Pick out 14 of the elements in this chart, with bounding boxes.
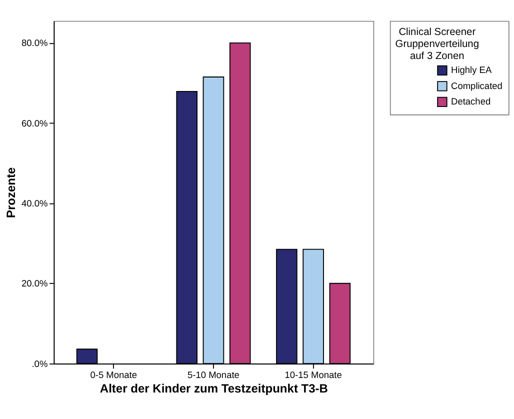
x-tick-label: 10-15 Monate <box>284 370 342 380</box>
legend-title: Clinical Screener Gruppenverteilung auf 3 Zonen <box>395 26 479 62</box>
y-axis-title: Prozente <box>4 166 18 218</box>
legend-label: Detached <box>451 96 491 107</box>
x-tick-label: 5-10 Monate <box>188 370 240 380</box>
x-tick-label: 0-5 Monate <box>90 370 138 380</box>
legend-label: Highly EA <box>451 65 492 76</box>
y-tick-label: 40.0% <box>21 198 48 208</box>
y-tick-label: 20.0% <box>21 278 48 289</box>
x-axis-title: Alter der Kinder zum Testzeitpunkt T3-B <box>100 382 328 396</box>
legend-label: Complicated <box>451 80 502 91</box>
y-tick-label: 80.0% <box>21 38 48 48</box>
y-tick-label: 60.0% <box>21 118 48 128</box>
y-tick-label: .0% <box>32 358 48 369</box>
